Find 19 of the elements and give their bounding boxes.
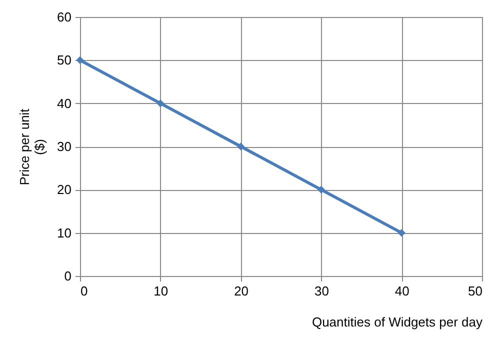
point — [156, 99, 164, 108]
point — [236, 142, 245, 150]
point — [398, 228, 406, 237]
x-tick-label: 30 — [314, 284, 329, 298]
y-tick-label: 60 — [57, 10, 72, 24]
x-tick-label: 40 — [394, 284, 410, 298]
point — [317, 186, 326, 194]
x-tick-label: 10 — [154, 284, 168, 298]
x-tick-label: 20 — [234, 284, 249, 298]
y-tick-label: 40 — [57, 96, 72, 111]
y-tick-label: 50 — [57, 52, 72, 68]
x-tick-label: 0 — [80, 284, 88, 298]
y-tick-label: 10 — [57, 225, 72, 240]
y-tick-label: 0 — [64, 268, 72, 284]
y-axis-title: Price per unit ($) — [17, 108, 48, 186]
x-tick-label: 50 — [468, 284, 482, 298]
x-axis-title: Quantities of Widgets per day — [312, 314, 483, 330]
y-tick-label: 30 — [57, 139, 72, 154]
y-tick-label: 20 — [57, 182, 72, 198]
